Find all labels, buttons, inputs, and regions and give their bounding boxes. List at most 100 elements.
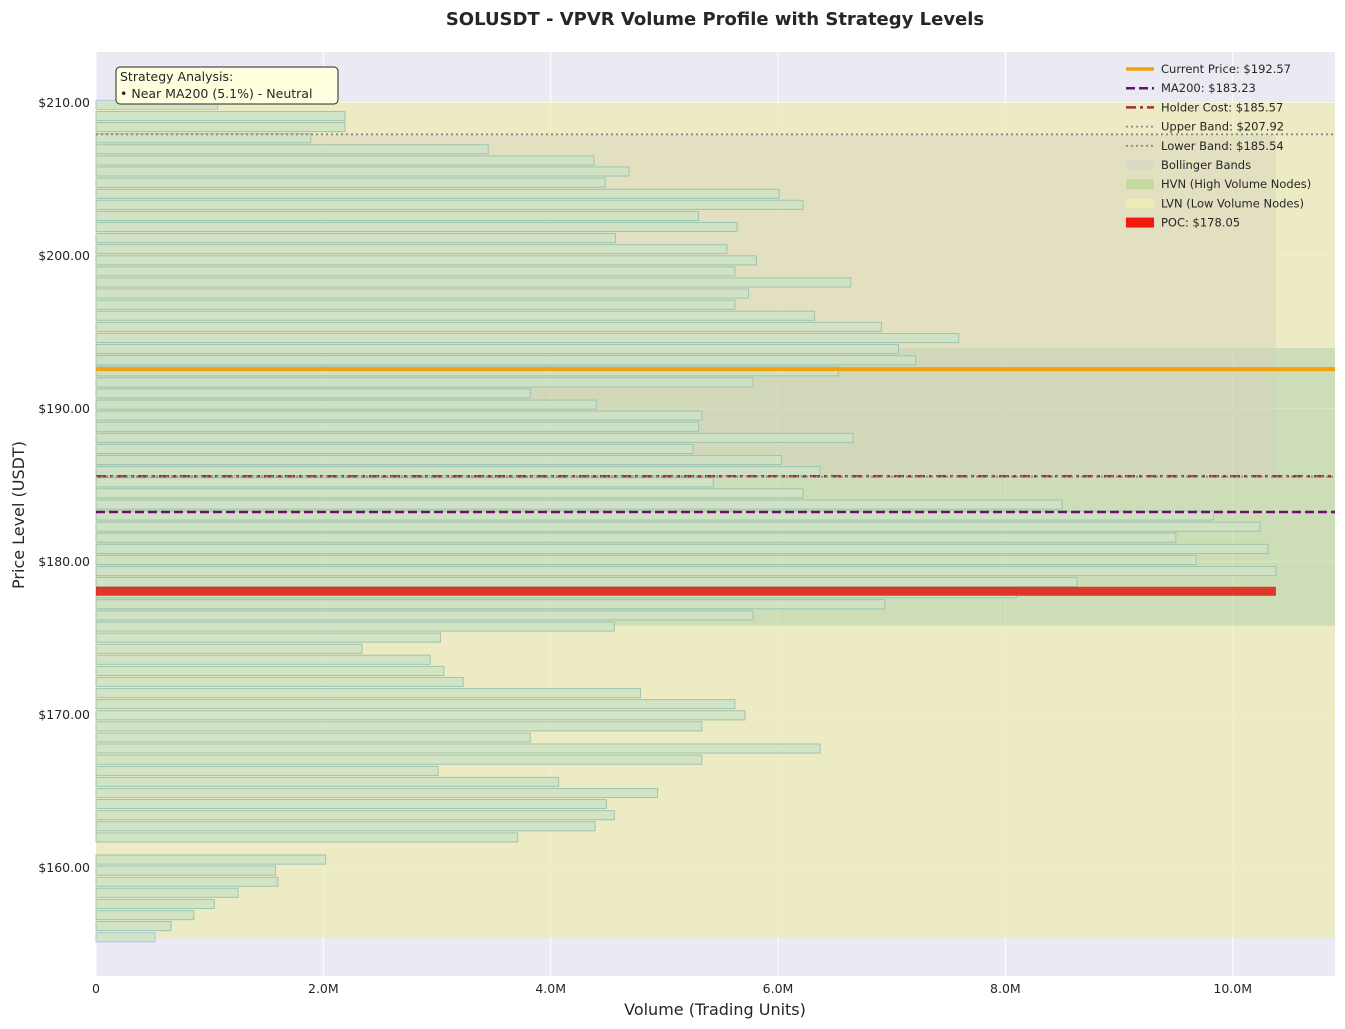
volume-bar [95, 854, 327, 865]
volume-bar [95, 554, 1197, 565]
volume-bar [95, 466, 821, 477]
x-tick-label: 2.0M [308, 981, 339, 996]
volume-bar [95, 410, 703, 421]
volume-bar [95, 333, 960, 344]
annotation-line-1: Strategy Analysis: [120, 69, 233, 84]
volume-bar [95, 566, 1277, 577]
y-tick-label: $210.00 [38, 95, 90, 110]
volume-bar [95, 721, 703, 732]
volume-bar [95, 122, 346, 133]
volume-bar [95, 543, 1269, 554]
volume-bar [95, 221, 738, 233]
x-tick-label: 6.0M [763, 981, 794, 996]
annotation-background [115, 66, 339, 105]
volume-bar [95, 355, 917, 366]
volume-bar [95, 821, 596, 832]
volume-bar [95, 643, 363, 654]
legend: Current Price: $192.57 MA200: $183.23 Hold… [1126, 62, 1311, 230]
volume-bar [95, 765, 439, 776]
strategy-analysis-box: Strategy Analysis: • Near MA200 (5.1%) -… [115, 66, 339, 105]
volume-bar [95, 377, 754, 388]
y-axis-label: Price Level (USDT) [9, 441, 28, 589]
legend-swatch [1126, 160, 1154, 170]
volume-bar [95, 798, 607, 810]
volume-bar [95, 676, 464, 688]
volume-bar [95, 177, 606, 188]
volume-bar [95, 932, 156, 943]
legend-label: Current Price: $192.57 [1161, 62, 1291, 76]
volume-bar [95, 111, 346, 122]
volume-bar [95, 599, 886, 610]
volume-bar [95, 488, 804, 499]
volume-bar [95, 499, 1063, 510]
volume-bar [95, 366, 839, 377]
volume-bar [95, 188, 780, 199]
volume-bar [95, 710, 746, 721]
volume-bar [95, 277, 852, 288]
volume-bar [95, 910, 195, 921]
legend-label: LVN (Low Volume Nodes) [1161, 196, 1304, 210]
volume-bar [95, 399, 597, 410]
volume-bar [95, 510, 1214, 521]
volume-bar [95, 610, 754, 621]
legend-label: Upper Band: $207.92 [1161, 120, 1284, 134]
y-tick-label: $180.00 [38, 554, 90, 569]
volume-bar [95, 743, 821, 754]
x-tick-label: 4.0M [535, 981, 566, 996]
legend-label: Lower Band: $185.54 [1161, 139, 1284, 153]
volume-bar [95, 266, 736, 277]
volume-bar [95, 532, 1177, 543]
volume-bar [95, 244, 728, 255]
poc-bar [96, 586, 1276, 596]
volume-bar [95, 688, 641, 699]
volume-bar [95, 832, 519, 843]
legend-label: MA200: $183.23 [1161, 81, 1256, 95]
volume-bar [95, 255, 757, 266]
legend-swatch [1126, 217, 1154, 228]
y-tick-label: $160.00 [38, 860, 90, 875]
volume-bar [95, 443, 694, 455]
volume-bar [95, 621, 615, 632]
volume-bar [95, 233, 616, 244]
volume-bar [95, 810, 615, 821]
volume-bar [95, 155, 595, 166]
volume-bar [95, 921, 172, 932]
volume-bar [95, 654, 431, 665]
volume-bar [95, 288, 749, 299]
volume-bar [95, 699, 736, 710]
volume-bar [95, 876, 279, 887]
x-axis-label: Volume (Trading Units) [624, 1000, 806, 1019]
volume-bar [95, 577, 1078, 588]
volume-bar [95, 299, 736, 310]
volume-bar [95, 310, 815, 321]
annotation-line-2: • Near MA200 (5.1%) - Neutral [120, 86, 312, 101]
x-axis-ticks: 0 2.0M 4.0M 6.0M 8.0M 10.0M [92, 981, 1252, 996]
volume-bar [95, 454, 782, 466]
volume-bar [95, 133, 312, 144]
chart-title: SOLUSDT - VPVR Volume Profile with Strat… [446, 9, 984, 30]
legend-label: Bollinger Bands [1161, 158, 1251, 172]
x-tick-label: 0 [92, 981, 100, 996]
volume-bars [95, 99, 1277, 943]
volume-bar [95, 344, 900, 355]
legend-label: POC: $178.05 [1161, 216, 1240, 230]
volume-bar [95, 166, 630, 177]
volume-bar [95, 776, 560, 787]
legend-label: Holder Cost: $185.57 [1161, 100, 1283, 114]
volume-bar [95, 665, 445, 677]
volume-bar [95, 144, 489, 155]
volume-bar [95, 887, 239, 898]
volume-bar [95, 477, 714, 488]
volume-bar [95, 388, 531, 399]
volume-bar [95, 521, 1261, 532]
volume-bar [95, 787, 659, 799]
volume-bar [95, 199, 804, 210]
volume-bar [95, 632, 441, 643]
y-axis-ticks: $160.00 $170.00 $180.00 $190.00 $200.00 $210.… [38, 95, 90, 875]
volume-bar [95, 321, 882, 332]
volume-bar [95, 432, 854, 443]
y-tick-label: $190.00 [38, 401, 90, 416]
volume-bar [95, 754, 703, 765]
legend-swatch [1126, 179, 1154, 190]
